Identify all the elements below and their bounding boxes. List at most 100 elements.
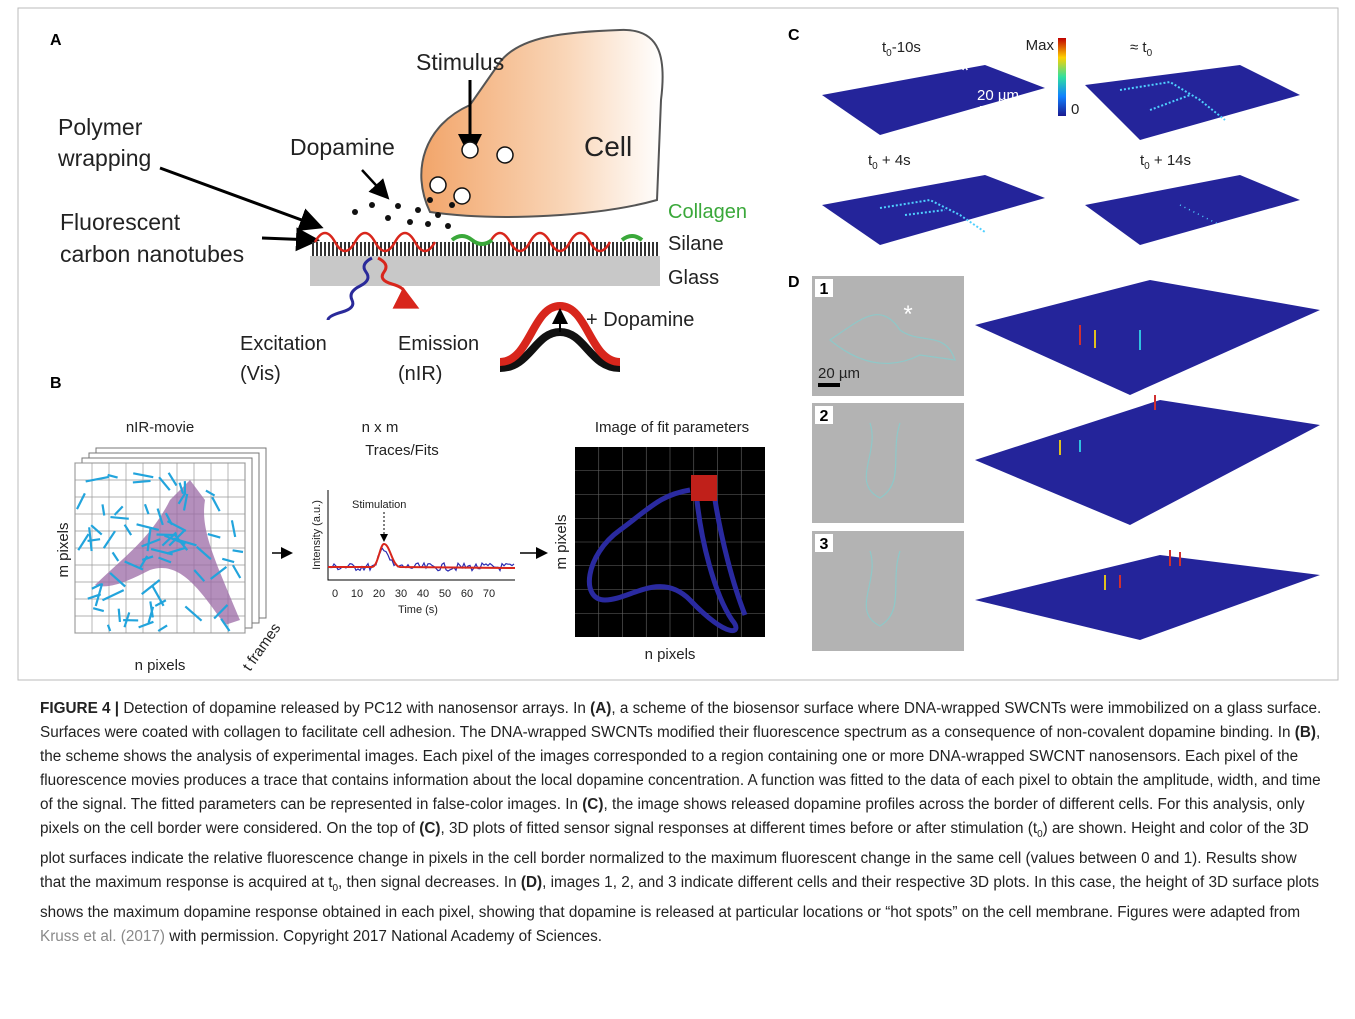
glass [310,256,660,286]
fit-n-pixels: n pixels [645,646,696,663]
fit-title: Image of fit parameters [595,419,749,436]
arrow [160,168,318,226]
scale-label: 20 µm [977,87,1019,104]
x-axis-label: Time (s) [398,604,438,616]
n-pixels-label: n pixels [135,657,186,674]
glass-label: Glass [668,267,719,289]
decoration [352,209,358,215]
plus-dopamine-label: + Dopamine [586,309,694,331]
polymer-label: Polymer [58,114,143,140]
traces-title: Traces/Fits [365,442,439,459]
scale-bar [980,106,1018,110]
surface-plot [975,400,1320,525]
surface-plot [975,280,1320,395]
asterisk: * [961,58,970,83]
plot-title-part: ≈ t [1130,39,1147,56]
x-tick-label: 30 [395,588,407,600]
decoration [430,177,446,193]
x-tick-label: 40 [417,588,429,600]
traces-title: n x m [362,419,399,436]
caption: FIGURE 4 | Detection of dopamine release… [40,697,1325,949]
panel-label: C [788,27,800,44]
dopamine-label: Dopamine [290,134,395,160]
plot-title: t0 + 14s [1140,152,1191,172]
nanotube [157,535,178,536]
emission-label: (nIR) [398,363,442,385]
plot-title: ≈ t0 [1130,39,1153,59]
x-tick-label: 0 [332,588,338,600]
cell-label: Cell [584,131,632,162]
nanotube-label: Fluorescent [60,209,181,235]
movie-title: nIR-movie [126,419,194,436]
plot-title: t0-10s [882,39,921,59]
nanotube [119,609,120,622]
x-tick-label: 20 [373,588,385,600]
cell-number: 3 [820,536,829,553]
arrow [262,238,314,240]
scale-bar [818,383,840,387]
x-tick-label: 60 [461,588,473,600]
x-tick-label: 70 [483,588,495,600]
decoration [445,223,451,229]
colorbar-min: 0 [1071,101,1079,118]
fit-m-pixels: m pixels [553,514,570,569]
emission-label: Emission [398,333,479,355]
decoration [462,142,478,158]
caption-bold: FIGURE 4 | [40,700,119,717]
cell-image [812,403,964,523]
surface-plot [975,555,1320,640]
asterisk: * [903,301,912,328]
cell-number: 2 [820,408,829,425]
stimulus-label: Stimulus [416,49,504,75]
excitation-label: (Vis) [240,363,281,385]
decoration [395,203,401,209]
plot-title: t0 + 4s [868,152,911,172]
decoration [369,202,375,208]
panel-label: A [50,32,62,49]
panel-label: B [50,375,62,392]
decoration [427,197,433,203]
surface-plot [1085,65,1300,140]
caption-bold: (D) [521,874,542,891]
plot-title-part: -10s [892,39,921,56]
decoration [497,147,513,163]
plot-title-part: + 4s [878,152,911,169]
figure: A Stimulus Cell Polymer wrapping Dopamin… [0,0,1355,690]
hot-pixel [691,475,717,501]
colorbar [1058,38,1066,116]
surface-plot [1085,175,1300,245]
m-pixels-label: m pixels [55,522,72,577]
caption-bold: (B) [1295,724,1316,741]
arrow [362,170,386,196]
caption-bold: (C) [582,796,603,813]
scale-label: 20 µm [818,365,860,382]
decoration [385,215,391,221]
page: Figure 4 { "panel_a": { "label": "A", "s… [0,0,1355,1019]
caption-bold: (C) [419,820,440,837]
panel-label: D [788,274,800,291]
excitation-label: Excitation [240,333,327,355]
movie-stack [75,448,266,633]
plot-title-part: + 14s [1150,152,1191,169]
caption-text: , 3D plots of fitted sensor signal respo… [441,820,1038,837]
cell-image [812,531,964,651]
body: A Stimulus Cell Polymer wrapping Dopamin… [0,0,1355,1019]
surface-plot [822,175,1045,245]
decoration: 123 [812,276,964,651]
polymer-label: wrapping [57,145,151,171]
colorbar-max: Max [1026,37,1055,54]
nanotube-label: carbon nanotubes [60,241,244,267]
caption-text: with permission. Copyright 2017 National… [165,928,602,945]
citation-link[interactable]: Kruss et al. (2017) [40,928,165,945]
decoration [415,207,421,213]
decoration [425,221,431,227]
nanotube [133,481,151,483]
decoration [454,188,470,204]
decoration [407,219,413,225]
silane-label: Silane [668,233,724,255]
x-tick-label: 10 [351,588,363,600]
caption-text: Detection of dopamine released by PC12 w… [119,700,590,717]
plot-title-sub: 0 [1147,48,1153,59]
stimulation-label: Stimulation [352,499,406,511]
